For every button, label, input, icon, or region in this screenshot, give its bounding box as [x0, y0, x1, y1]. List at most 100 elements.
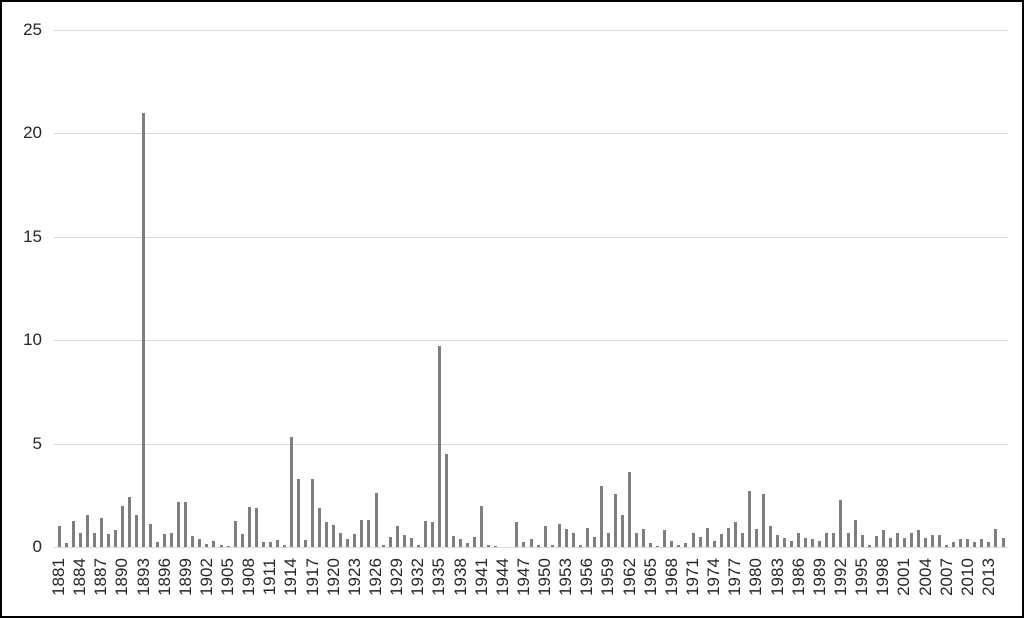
- x-tick-label: 1917: [302, 558, 322, 596]
- x-tick-label: 1974: [704, 558, 724, 596]
- bar-2003: [916, 530, 920, 547]
- bar-1918: [318, 507, 322, 547]
- x-tick-label: 2013: [978, 558, 998, 596]
- bar-1948: [529, 538, 533, 547]
- x-tick-label: 1920: [323, 558, 343, 596]
- bar-2015: [1001, 537, 1005, 547]
- bar-1909: [254, 507, 258, 547]
- y-tick-label: 10: [23, 330, 42, 350]
- bar-1989: [818, 540, 822, 547]
- x-tick-label: 1998: [873, 558, 893, 596]
- bar-1933: [423, 521, 427, 547]
- x-tick-label: 1911: [260, 558, 280, 596]
- bar-1927: [381, 544, 385, 547]
- bar-1883: [71, 521, 75, 547]
- bar-1979: [747, 491, 751, 547]
- x-tick-label: 1893: [133, 558, 153, 596]
- bar-1891: [127, 497, 131, 547]
- bar-1984: [783, 537, 787, 547]
- x-tick-label: 1896: [154, 558, 174, 596]
- bar-2006: [938, 534, 942, 547]
- bar-1985: [790, 540, 794, 547]
- x-tick-label: 1980: [746, 558, 766, 596]
- bar-1973: [705, 528, 709, 547]
- bar-2014: [994, 529, 998, 547]
- bar-1946: [515, 522, 519, 547]
- bar-1924: [360, 520, 364, 547]
- bar-1911: [268, 541, 272, 547]
- x-tick-label: 1989: [809, 558, 829, 596]
- bar-1916: [304, 539, 308, 547]
- bar-1886: [92, 532, 96, 547]
- x-tick-label: 1977: [725, 558, 745, 596]
- bar-1902: [205, 543, 209, 547]
- y-tick-label: 0: [32, 537, 42, 556]
- gridline-y-20: [54, 133, 1008, 135]
- bar-2008: [952, 541, 956, 547]
- bar-2011: [973, 541, 977, 547]
- gridline-y-15: [54, 236, 1008, 238]
- bar-1949: [536, 544, 540, 547]
- bar-1963: [635, 532, 639, 547]
- x-tick-label: 1908: [239, 558, 259, 596]
- bar-1939: [466, 542, 470, 547]
- bar-1904: [219, 544, 223, 547]
- bar-1987: [804, 537, 808, 547]
- x-tick-label: 1941: [471, 558, 491, 596]
- x-tick-label: 1881: [49, 558, 68, 596]
- bar-1919: [325, 522, 329, 547]
- x-tick-label: 1983: [767, 558, 787, 596]
- bar-1950: [543, 526, 547, 547]
- bar-1982: [769, 526, 773, 547]
- bar-1913: [282, 544, 286, 547]
- bar-1978: [740, 532, 744, 547]
- x-tick-label: 1995: [852, 558, 872, 596]
- bar-1907: [240, 533, 244, 547]
- bar-1895: [156, 541, 160, 547]
- gridline-y-10: [54, 340, 1008, 342]
- bar-1882: [64, 542, 68, 547]
- x-tick-label: 2010: [957, 558, 977, 596]
- bar-1920: [332, 525, 336, 547]
- bar-1943: [494, 545, 498, 547]
- bar-1991: [832, 532, 836, 547]
- bar-1969: [677, 544, 681, 547]
- x-tick-label: 1968: [661, 558, 681, 596]
- bar-1966: [656, 545, 660, 547]
- x-tick-label: 1914: [281, 558, 301, 596]
- bar-1996: [867, 544, 871, 547]
- bar-1926: [374, 493, 378, 547]
- bar-2013: [987, 541, 991, 547]
- gridline-y-5: [54, 443, 1008, 445]
- bar-1914: [289, 437, 293, 547]
- bar-1971: [691, 532, 695, 547]
- gridline-y-25: [54, 30, 1008, 31]
- bar-1942: [487, 544, 491, 547]
- bar-1894: [149, 524, 153, 547]
- bar-1975: [719, 533, 723, 547]
- x-tick-label: 1923: [344, 558, 364, 596]
- bar-1893: [142, 112, 146, 547]
- bar-1986: [797, 532, 801, 547]
- bar-1999: [888, 537, 892, 547]
- bar-1992: [839, 500, 843, 547]
- bar-1910: [261, 541, 265, 547]
- bar-1958: [599, 485, 603, 547]
- bar-1936: [444, 453, 448, 547]
- bar-1912: [275, 539, 279, 547]
- bar-1887: [99, 518, 103, 547]
- bar-1955: [578, 544, 582, 547]
- y-tick-label: 5: [32, 433, 42, 453]
- bar-1960: [614, 494, 618, 547]
- x-tick-label: 1929: [387, 558, 407, 596]
- x-tick-label: 1932: [408, 558, 428, 596]
- x-tick-label: 1902: [196, 558, 216, 596]
- bar-2007: [945, 544, 949, 547]
- x-tick-label: 2004: [915, 558, 935, 596]
- bar-1959: [606, 532, 610, 547]
- bar-1922: [346, 538, 350, 547]
- bar-1900: [191, 535, 195, 547]
- x-tick-label: 1926: [366, 558, 385, 596]
- bar-1915: [297, 478, 301, 547]
- bar-1898: [177, 501, 181, 547]
